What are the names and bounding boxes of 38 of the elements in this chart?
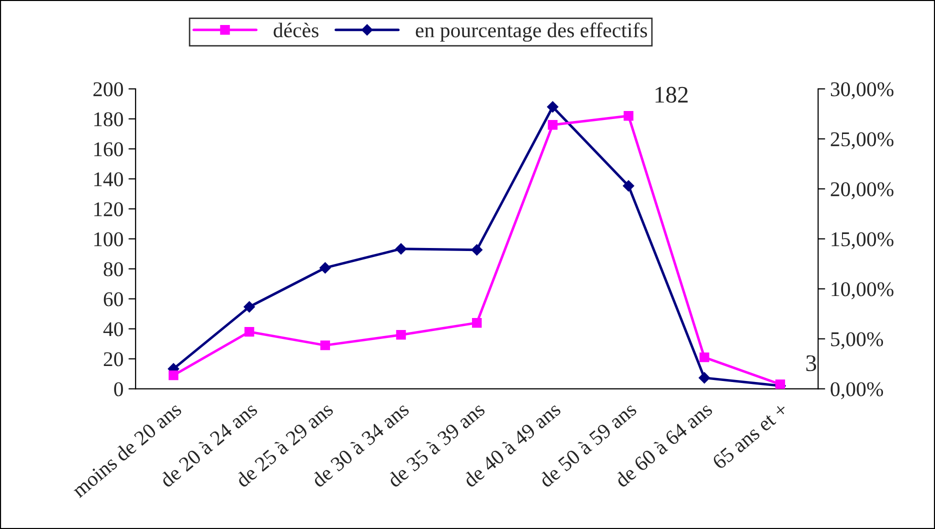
y-tick-label: 20 (104, 352, 123, 366)
annotation: 182 (656, 86, 688, 103)
y-tick-label: 60 (104, 292, 123, 306)
point (548, 120, 558, 130)
y-tick-label: 160 (94, 142, 123, 156)
y2-tick-label: 20,00% (830, 182, 894, 200)
y-tick-label: 80 (104, 262, 123, 276)
legend-label: en pourcentage des effectifs (416, 22, 647, 42)
y-tick-label: 200 (93, 82, 123, 96)
point (320, 262, 331, 274)
x-tick-label: 65 ans et + (712, 402, 789, 470)
annotation: 3 (806, 355, 816, 372)
y-tick-label: 140 (94, 172, 123, 186)
point (396, 330, 406, 340)
point (472, 318, 482, 328)
point (168, 370, 178, 380)
y-tick-label: 0 (114, 382, 123, 396)
y2-tick-label: 5,00% (831, 332, 884, 350)
point (244, 326, 254, 337)
y-tick-label: 100 (94, 232, 123, 246)
y2-tick-label: 10,00% (832, 282, 894, 300)
y-tick-label: 40 (103, 322, 123, 336)
y2-tick-label: 30,00% (830, 82, 894, 100)
y2-tick-label: 25,00% (830, 132, 894, 150)
y-tick-label: 120 (94, 202, 123, 216)
point (320, 340, 330, 350)
point (395, 243, 407, 254)
y2-tick-label: 0,00% (830, 382, 884, 400)
point (700, 352, 710, 362)
point (622, 180, 634, 192)
point (698, 372, 710, 384)
point (547, 101, 558, 112)
y2-tick-label: 15,00% (832, 232, 894, 250)
point (471, 244, 482, 256)
point (244, 301, 255, 312)
point (624, 111, 634, 121)
legend-label: décès (274, 22, 318, 38)
y-tick-label: 180 (94, 112, 123, 126)
